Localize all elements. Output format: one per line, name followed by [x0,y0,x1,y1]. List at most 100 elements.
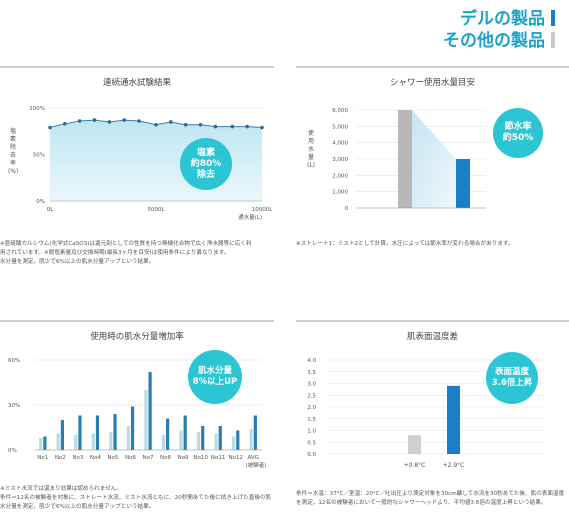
chart3-xtick: No3 [72,455,83,461]
chart1-ytick: 50% [33,153,45,159]
chart3-ytick: 60% [8,358,20,364]
chart1-point [169,120,173,124]
chart2-notes: ※ストレート1：ミスト2として計算。水圧によっては節水率が変わる場合があります。 [296,241,514,247]
chart3-bar-other [196,432,201,450]
legend-other-label: その他の製品 [443,31,545,51]
chart4-ytick: 3.5 [307,370,316,376]
chart1-ylabel: 塩素除去率 (%) [8,128,19,175]
chart2-ytick: 1,000 [332,190,348,196]
chart4-badge: 表面温度 3.6倍上昇 [486,352,538,404]
chart3-xtick: No8 [160,455,171,461]
chart2-title: シャワー使用水量目安 [389,78,475,88]
chart3-bar-dell [166,418,170,450]
chart3-xtick: No5 [107,455,118,461]
chart1-title: 連続通水試験結果 [102,78,171,88]
chart3-notes: ※ミスト水流では温まり効果は認められません。 条件＝12名の被験者を対象に、スト… [0,486,272,510]
panel-water-usage: シャワー使用水量目安 使用水量 (L) 0 1,000 2,000 3,000 4,00… [296,66,569,233]
chart1-point [245,124,249,129]
chart2-ytick: 5,000 [332,124,348,130]
chart3-bar-other [74,435,78,450]
chart2-ytick: 0 [345,206,349,212]
chart3-xtick: No4 [90,455,101,461]
chart1-point [77,119,82,123]
chart4-ytick: 4.0 [307,358,316,364]
chart4-title: 肌表面温度差 [406,332,458,342]
chart1-point [92,118,97,122]
legend-other: その他の製品 [443,26,555,51]
chart3-bar-other [39,438,43,450]
chart3-bar-dell [201,426,205,450]
chart3-bar-dell [95,415,100,450]
chart2-ylabel: 使用水量 (L) [306,130,316,169]
chart3-bar-other [109,432,113,450]
chart3-xtick: AVG [248,455,259,461]
chart4-ytick: 1.0 [307,429,316,435]
chart3-bar-other [161,435,166,450]
chart3-bar-dell [130,406,135,450]
chart1-notes: ※亜硫酸カルシウム(化学式CaSO3)は還元剤としての性質を持つ無機化合物で広く… [0,241,252,265]
chart2-svg: 0 1,000 2,000 3,000 4,000 5,000 6,000 [332,108,486,212]
chart3-bar-other [249,429,253,450]
chart1-point [107,120,112,124]
chart3-bar-other [231,436,236,450]
chart3-xtick: No12 [228,455,242,461]
chart3-badge: 肌水分量 8%以上UP [188,350,242,404]
chart1-point [213,124,218,129]
chart3-bar-dell [218,426,222,450]
chart2-ytick: 3,000 [332,157,348,163]
chart1-point [154,122,158,127]
chart3-bar-other [144,390,148,450]
chart3-ytick: 0% [8,448,17,454]
chart1-point [137,119,141,123]
chart2-bar-dell [456,159,470,208]
chart2-ytick: 2,000 [332,173,348,179]
chart1-point [63,122,67,126]
legend-other-swatch [551,32,555,48]
legend-dell-label: デルの製品 [460,9,545,29]
chart1-ytick: 100% [29,106,45,112]
chart3-xtick: No2 [55,455,66,461]
legend-dell: デルの製品 [460,4,555,29]
chart3-bar-dell [78,415,82,450]
chart1-point [122,118,126,122]
chart1-xtick: 0L [47,207,54,213]
chart3-bar-dell [183,415,187,450]
chart1-point [230,124,235,129]
panel-skin-temp: 肌表面温度差 0.0 0.5 1.0 1.5 2.0 2.5 3.0 3.5 4.0 +0.8°C… [296,320,569,480]
panel-skin-moisture: 使用時の肌水分量増加率 0% 30% 60% No1 No2 No3 No4 No5 No6 No… [0,320,274,480]
chart3-bar-dell [60,420,65,450]
chart4-ytick: 2.5 [307,393,316,399]
panel-flow-test: 連続通水試験結果 塩素除去率 (%) 0% 50% 100% 0L 5000L 10000… [0,66,274,233]
chart3-svg: 0%30%60%No1 No2 No3 No4 No5 No6 No7 No8 No9 No10 N… [8,358,267,469]
chart4-bar-label: +2.9°C [443,462,465,469]
chart1-ytick: 0% [36,199,45,205]
chart2-ytick: 6,000 [332,108,348,114]
chart4-ytick: 3.0 [307,382,316,388]
chart4-bar-dell [447,385,460,454]
chart3-bar-other [214,433,218,450]
chart1-point [48,125,52,130]
chart3-xtick: No6 [125,455,136,461]
chart3-bar-dell [113,414,117,450]
chart1-badge: 塩素 約80% 除去 [180,138,232,190]
chart1-point [260,125,264,130]
chart4-ytick: 0.0 [307,452,316,458]
chart1-point [183,122,188,127]
chart3-bar-dell [236,430,240,450]
chart2-bar-other [398,110,412,208]
chart4-ytick: 0.5 [307,440,316,446]
chart3-ytick: 30% [8,403,20,409]
chart3-xtick: No7 [143,455,154,461]
chart3-extra-label: (被験者) [246,461,267,469]
chart3-xtick: No10 [193,455,208,461]
chart3-bar-other [179,430,183,450]
chart1-xtick: 5000L [147,207,165,213]
chart3-xtick: No11 [211,455,225,461]
chart3-bar-other [126,426,130,450]
chart3-xtick: No1 [37,455,48,461]
chart4-svg: 0.0 0.5 1.0 1.5 2.0 2.5 3.0 3.5 4.0 +0.8°C +2.9°C [307,358,546,469]
chart2-shade [412,110,456,208]
chart3-title: 使用時の肌水分量増加率 [90,332,184,342]
chart3-bar-dell [43,436,47,450]
